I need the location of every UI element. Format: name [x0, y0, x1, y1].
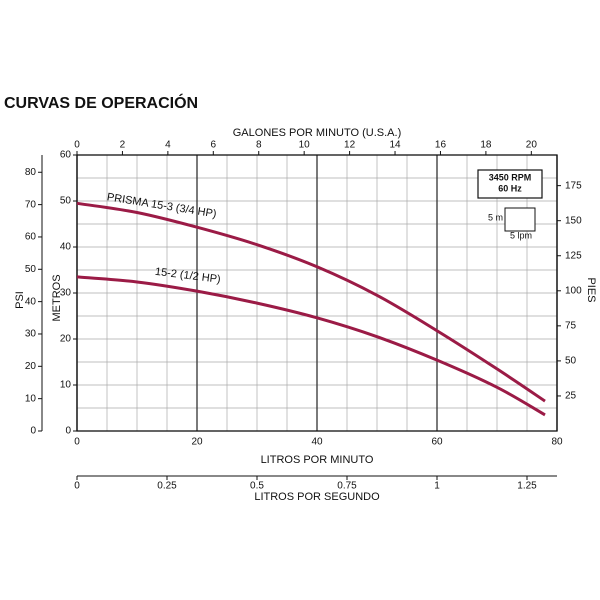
- y-tick-label: 60: [60, 150, 72, 161]
- y-tick-label: 50: [60, 196, 72, 207]
- gpm-tick-label: 20: [526, 140, 538, 151]
- gpm-tick-label: 10: [299, 140, 311, 151]
- ft-tick-label: 125: [565, 250, 582, 261]
- psi-tick-label: 30: [25, 329, 37, 340]
- curve-label: 15-2 (1/2 HP): [154, 266, 221, 286]
- y-tick-label: 20: [60, 334, 72, 345]
- lps-tick-label: 0.75: [337, 481, 357, 492]
- psi-tick-label: 80: [25, 167, 37, 178]
- scale-m: 5 m: [488, 212, 503, 222]
- gpm-tick-label: 16: [435, 140, 447, 151]
- curve: [76, 275, 546, 417]
- ft-tick-label: 50: [565, 356, 577, 367]
- psi-tick-label: 70: [25, 199, 37, 210]
- gpm-tick-label: 18: [480, 140, 492, 151]
- psi-tick-label: 10: [25, 393, 37, 404]
- ft-tick-label: 175: [565, 180, 582, 191]
- chart-title: CURVAS DE OPERACIÓN: [4, 93, 198, 112]
- y-tick-label: 0: [65, 426, 71, 437]
- lps-tick-label: 0.5: [250, 481, 264, 492]
- gpm-axis-title: GALONES POR MINUTO (U.S.A.): [233, 127, 402, 139]
- rating-hz: 60 Hz: [498, 183, 522, 193]
- y-tick-label: 10: [60, 380, 72, 391]
- gpm-tick-label: 4: [165, 140, 171, 151]
- ft-tick-label: 75: [565, 320, 577, 331]
- x-tick-label: 80: [551, 437, 563, 448]
- ft-tick-label: 100: [565, 285, 582, 296]
- gpm-tick-label: 8: [256, 140, 262, 151]
- x-tick-label: 20: [191, 437, 203, 448]
- y-tick-label: 30: [60, 288, 72, 299]
- psi-tick-label: 40: [25, 296, 37, 307]
- lps-tick-label: 1.25: [517, 481, 537, 492]
- x-tick-label: 0: [74, 437, 80, 448]
- rating-rpm: 3450 RPM: [489, 172, 532, 182]
- plot-frame: [76, 154, 558, 432]
- lps-axis-title: LITROS POR SEGUNDO: [254, 491, 380, 503]
- gpm-tick-label: 2: [120, 140, 126, 151]
- lps-tick-label: 0.25: [157, 481, 177, 492]
- y-tick-label: 40: [60, 242, 72, 253]
- psi-tick-label: 20: [25, 361, 37, 372]
- psi-tick-label: 50: [25, 264, 37, 275]
- x-tick-label: 40: [311, 437, 323, 448]
- ft-axis-title: PIES: [585, 277, 597, 302]
- curve: [76, 201, 546, 403]
- gpm-tick-label: 12: [344, 140, 356, 151]
- scale-box: [504, 207, 536, 232]
- psi-tick-label: 60: [25, 232, 37, 243]
- y-axis-title: METROS: [51, 274, 63, 321]
- ft-tick-label: 25: [565, 391, 577, 402]
- gpm-tick-label: 0: [74, 140, 80, 151]
- psi-tick-label: 0: [30, 426, 36, 437]
- x-axis-title: LITROS POR MINUTO: [261, 454, 374, 466]
- ft-tick-label: 150: [565, 215, 582, 226]
- x-tick-label: 60: [431, 437, 443, 448]
- rating-box: [477, 169, 543, 199]
- gpm-tick-label: 6: [211, 140, 217, 151]
- scale-lpm: 5 lpm: [510, 230, 532, 240]
- lps-tick-label: 0: [74, 481, 80, 492]
- gpm-tick-label: 14: [389, 140, 401, 151]
- curve-label: PRISMA 15-3 (3/4 HP): [106, 191, 217, 220]
- lps-tick-label: 1: [434, 481, 440, 492]
- psi-axis-title: PSI: [14, 291, 26, 309]
